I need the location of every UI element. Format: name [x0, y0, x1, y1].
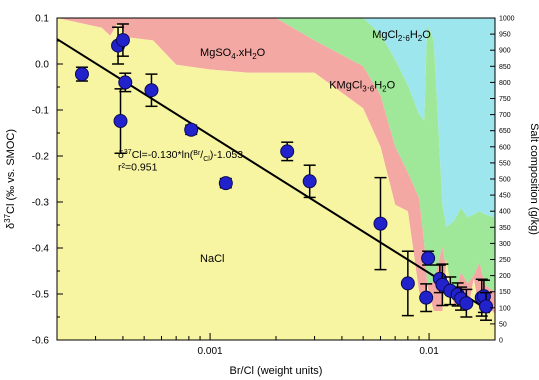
y2-tick-label: 750 — [499, 96, 511, 103]
data-point — [459, 288, 474, 318]
region-nacl — [57, 18, 495, 340]
y2-tick-label: 100 — [499, 305, 511, 312]
point-marker — [118, 75, 133, 90]
data-point — [479, 291, 494, 321]
region-kmgcl3 — [57, 18, 495, 295]
y2-tick-label: 250 — [499, 257, 511, 264]
point-marker — [218, 176, 233, 191]
point-marker — [400, 276, 415, 291]
point-marker — [421, 251, 436, 266]
y-tick-label: -0.6 — [32, 336, 50, 347]
y2-tick-label: 200 — [499, 273, 511, 280]
point-marker — [280, 144, 295, 159]
y-tick-label: -0.2 — [32, 152, 50, 163]
point-marker — [113, 114, 128, 129]
points-layer — [74, 23, 494, 321]
fit-equation: δ37Cl=-0.130*ln(Br/Cl)-1.053 — [118, 149, 243, 163]
region-label-mgcl2: MgCl2.6H2O — [372, 29, 431, 43]
y-tick-label: 0.1 — [35, 14, 49, 25]
y2-tick-label: 400 — [499, 209, 511, 216]
y2-tick-label: 600 — [499, 144, 511, 151]
y2-tick-label: 350 — [499, 225, 511, 232]
data-point — [400, 250, 415, 317]
point-marker — [373, 216, 388, 231]
region-label-nacl: NaCl — [200, 253, 224, 265]
region-mgcl2 — [57, 18, 495, 228]
point-marker — [74, 67, 89, 82]
y2-tick-label: 650 — [499, 128, 511, 135]
region-layer — [57, 18, 495, 340]
y2-tick-label: 1000 — [499, 16, 515, 23]
y2-tick-label: 300 — [499, 241, 511, 248]
x-tick-label: 0.001 — [198, 346, 223, 357]
y-tick-label: -0.4 — [32, 244, 50, 255]
data-point — [144, 73, 159, 108]
point-marker — [479, 299, 494, 314]
data-point — [184, 122, 199, 137]
y-tick-label: -0.1 — [32, 106, 50, 117]
fit-r-squared: r²=0.951 — [118, 162, 158, 174]
annotation-layer: δ37Cl=-0.130*ln(Br/Cl)-1.053 r²=0.951 — [118, 149, 243, 174]
y2-tick-label: 500 — [499, 177, 511, 184]
point-marker — [302, 174, 317, 189]
y2-tick-label: 150 — [499, 289, 511, 296]
y-tick-label: 0.0 — [35, 60, 49, 71]
x-ticks: 0.001 0.01 — [56, 333, 496, 357]
y-axis-label: δ37Cl (‰ vs. SMOC) — [3, 129, 17, 229]
y2-tick-label: 700 — [499, 112, 511, 119]
y2-axis-label: Salt composition (g/kg) — [528, 123, 539, 235]
region-label-mgso4: MgSO4.xH2O — [200, 47, 266, 61]
y2-tick-label: 800 — [499, 80, 511, 87]
region-label-kmgcl3: KMgCl3.6H2O — [329, 79, 395, 93]
x-axis-label: Br/Cl (weight units) — [230, 365, 323, 377]
y2-tick-label: 850 — [499, 64, 511, 71]
point-marker — [419, 290, 434, 305]
y2-tick-label: 50 — [499, 321, 507, 328]
data-point — [280, 141, 295, 162]
point-marker — [459, 296, 474, 311]
data-point — [302, 164, 317, 199]
point-marker — [144, 83, 159, 98]
data-point — [435, 263, 450, 307]
point-marker — [184, 122, 199, 137]
y2-tick-label: 550 — [499, 160, 511, 167]
data-point — [421, 250, 436, 266]
data-point — [113, 88, 128, 154]
data-point — [218, 176, 233, 191]
y-tick-label: -0.3 — [32, 198, 50, 209]
y2-tick-label: 900 — [499, 48, 511, 55]
y2-tick-label: 950 — [499, 32, 511, 39]
data-point — [115, 23, 130, 57]
data-point — [373, 176, 388, 271]
y2-tick-label: 450 — [499, 193, 511, 200]
region-labels: NaCl MgSO4.xH2O KMgCl3.6H2O MgCl2.6H2O — [200, 29, 431, 265]
y2-ticks: 0 50 100 150 200 250 300 350 400 450 500 550 600 650 7… — [490, 16, 515, 345]
data-point — [74, 66, 89, 82]
data-point — [118, 72, 133, 93]
point-marker — [115, 33, 130, 48]
y-tick-label: -0.5 — [32, 290, 50, 301]
data-point — [419, 283, 434, 313]
y-ticks: 0.1 0.0 -0.1 -0.2 -0.3 -0.4 -0.5 -0.6 — [32, 14, 63, 347]
x-tick-label: 0.01 — [419, 346, 439, 357]
y2-tick-label: 0 — [499, 338, 503, 345]
